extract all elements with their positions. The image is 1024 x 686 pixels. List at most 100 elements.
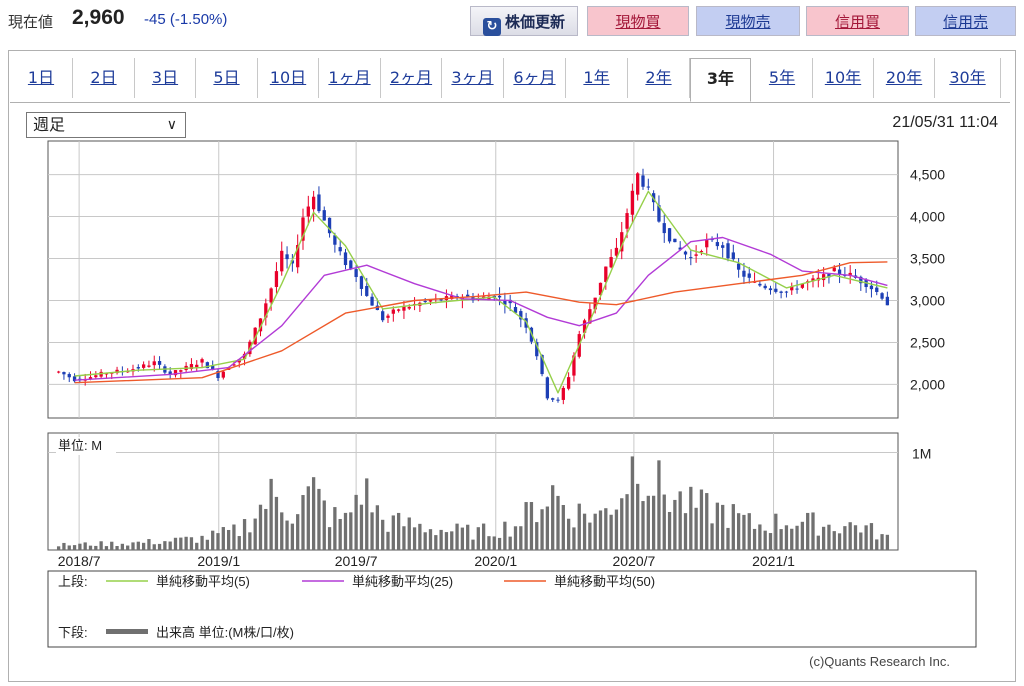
volume-bar	[274, 496, 279, 550]
candle-body	[370, 296, 374, 306]
candle-body	[662, 223, 666, 234]
candle-body	[768, 288, 773, 291]
tab-13[interactable]: 5年	[752, 58, 813, 98]
tab-2[interactable]: 2日	[73, 58, 135, 98]
volume-bar	[157, 543, 162, 550]
volume-bar	[375, 505, 380, 550]
volume-bar	[126, 545, 130, 550]
volume-bar	[136, 541, 140, 550]
tab-8[interactable]: 3ヶ月	[442, 58, 504, 98]
candle-body	[657, 205, 661, 222]
volume-bar	[242, 519, 247, 550]
tab-4[interactable]: 5日	[196, 58, 258, 98]
volume-bar	[195, 542, 199, 550]
cash-buy-button[interactable]: 現物買	[587, 6, 689, 36]
candle-body	[274, 271, 279, 287]
volume-bar	[784, 525, 789, 550]
volume-bar	[747, 513, 751, 550]
period-select[interactable]: 週足 ∨	[26, 112, 186, 138]
volume-bar	[83, 542, 87, 550]
period-select-value: 週足	[33, 115, 66, 134]
candle-body	[869, 285, 874, 290]
volume-unit-label: 単位: M	[58, 438, 102, 453]
ma50-line	[74, 261, 888, 384]
candle-body	[848, 272, 852, 277]
volume-bar	[880, 534, 884, 550]
candle-body	[285, 254, 289, 260]
tab-10[interactable]: 1年	[566, 58, 628, 98]
volume-bar	[726, 527, 730, 550]
volume-bar	[327, 527, 332, 550]
volume-bar	[481, 523, 486, 550]
tab-15[interactable]: 20年	[874, 58, 935, 98]
volume-bar	[742, 514, 746, 550]
candle-body	[56, 371, 61, 373]
volume-bar	[62, 542, 66, 550]
candle-body	[264, 303, 268, 318]
volume-bar	[832, 531, 836, 550]
candle-body	[333, 235, 337, 245]
cash-sell-button[interactable]: 現物売	[696, 6, 800, 36]
volume-bar	[131, 542, 135, 550]
volume-bar	[476, 527, 480, 550]
candle-body	[423, 300, 427, 302]
x-tick-label: 2018/7	[58, 553, 101, 569]
margin-sell-button[interactable]: 信用売	[915, 6, 1016, 36]
volume-bar	[721, 504, 725, 550]
volume-bar	[513, 526, 518, 550]
candle-body	[827, 274, 831, 278]
candle-body	[242, 353, 247, 359]
candle-body	[885, 296, 890, 306]
volume-bar	[736, 513, 741, 550]
volume-bar	[683, 513, 688, 550]
volume-bar	[593, 513, 597, 550]
volume-bar	[816, 535, 820, 550]
candle-body	[258, 318, 263, 332]
candle-body	[152, 361, 156, 366]
candle-body	[736, 263, 741, 270]
tab-6[interactable]: 1ヶ月	[319, 58, 381, 98]
candle-body	[327, 217, 332, 234]
tab-11[interactable]: 2年	[628, 58, 690, 98]
candle-body	[598, 282, 603, 296]
volume-bar	[848, 522, 852, 550]
volume-bar	[94, 545, 98, 550]
tab-16[interactable]: 30年	[935, 58, 1001, 98]
candle-body	[545, 377, 550, 399]
candle-body	[588, 309, 592, 324]
tab-9[interactable]: 6ヶ月	[504, 58, 566, 98]
candle-body	[784, 291, 789, 293]
volume-bar	[582, 513, 587, 550]
x-tick-label: 2020/7	[612, 553, 655, 569]
candle-body	[211, 365, 215, 370]
volume-bar	[540, 509, 544, 550]
tab-1[interactable]: 1日	[10, 58, 73, 98]
volume-bar	[577, 503, 581, 550]
volume-bar	[487, 536, 491, 550]
tab-5[interactable]: 10日	[258, 58, 319, 98]
tab-3[interactable]: 3日	[135, 58, 196, 98]
volume-bar	[768, 533, 773, 550]
candle-body	[349, 260, 353, 269]
candle-body	[200, 359, 204, 363]
volume-bar	[710, 523, 714, 550]
tab-7[interactable]: 2ヶ月	[381, 58, 442, 98]
volume-bar	[322, 500, 326, 550]
volume-bar	[460, 527, 465, 550]
tab-12[interactable]: 3年	[690, 58, 751, 102]
volume-bar	[450, 531, 454, 550]
volume-bar	[646, 495, 650, 550]
volume-bar	[519, 526, 523, 550]
volume-bar	[859, 532, 863, 550]
refresh-price-button[interactable]: ↻ 株価更新	[470, 6, 578, 36]
candle-body	[763, 285, 767, 289]
candle-body	[386, 315, 390, 318]
chevron-down-icon: ∨	[166, 117, 177, 133]
volume-bar	[216, 533, 220, 550]
margin-buy-button[interactable]: 信用買	[806, 6, 909, 36]
volume-bar	[418, 523, 422, 550]
chart-panel	[8, 50, 1016, 682]
candle-body	[673, 238, 677, 243]
tab-14[interactable]: 10年	[813, 58, 874, 98]
ma25-line	[74, 236, 888, 381]
